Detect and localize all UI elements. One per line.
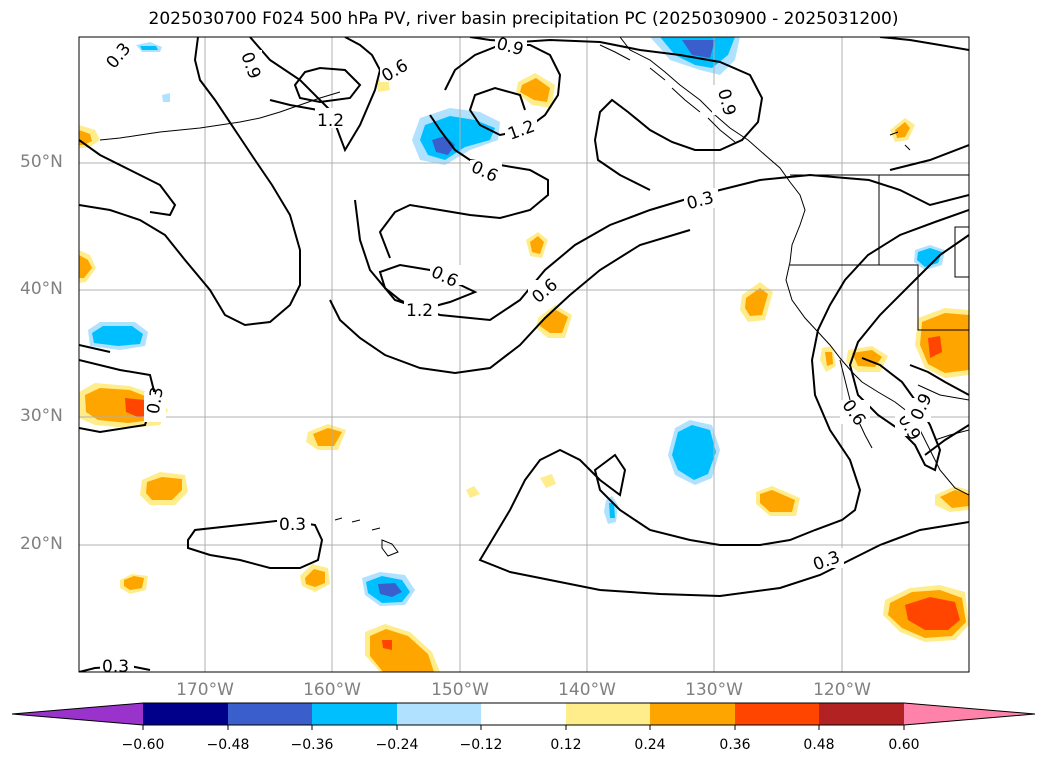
colorbar-segment (650, 703, 736, 725)
negative-patch-west-pacific (88, 322, 148, 350)
positive-patch-south (365, 624, 440, 672)
contour-label: 0.3 (279, 515, 306, 535)
positive-patch-southeast (883, 585, 969, 642)
colorbar (11, 702, 1036, 730)
colorbar-tick-label: 0.60 (888, 737, 920, 753)
precip-shading (79, 37, 969, 672)
map-frame (78, 36, 970, 673)
lon-label-120w: 120°W (813, 680, 871, 700)
colorbar-segment (735, 703, 820, 725)
colorbar-tick-label: −0.48 (206, 737, 250, 753)
contour-label: 0.3 (102, 657, 129, 677)
colorbar-tick-label: 0.12 (550, 737, 582, 753)
lon-label-170w: 170°W (176, 680, 234, 700)
graticule (79, 37, 969, 672)
lon-label-160w: 160°W (303, 680, 361, 700)
positive-patch-california (915, 308, 969, 378)
lon-label-130w: 130°W (685, 680, 743, 700)
contour-labels: 0.3 0.9 0.6 1.2 0.9 0.6 1.2 0.6 0.3 0.6 … (100, 34, 937, 677)
colorbar-tick-label: −0.24 (375, 737, 419, 753)
colorbar-tick-label: −0.36 (290, 737, 334, 753)
colorbar-segment (819, 703, 905, 725)
colorbar-tick-label: −0.12 (459, 737, 503, 753)
colorbar-segment (481, 703, 567, 725)
colorbar-tick-label: 0.48 (803, 737, 835, 753)
negative-patch-small (136, 42, 945, 524)
lat-label-20n: 20°N (20, 534, 63, 554)
colorbar-segment (397, 703, 482, 725)
figure-title: 2025030700 F024 500 hPa PV, river basin … (148, 9, 899, 29)
negative-patch-gulf-alaska (412, 108, 500, 165)
colorbar-segment (228, 703, 313, 725)
contour-label: 1.2 (317, 111, 344, 131)
positive-patch-small (79, 73, 969, 594)
negative-patch-hawaii (362, 572, 415, 606)
lon-label-140w: 140°W (558, 680, 616, 700)
lat-label-50n: 50°N (20, 152, 63, 172)
contour-label: 0.3 (144, 385, 168, 415)
colorbar-tick-label: 0.36 (719, 737, 751, 753)
contour-label: 0.6 (528, 275, 562, 308)
colorbar-extend-low (12, 703, 143, 725)
colorbar-tick-label: 0.24 (634, 737, 666, 753)
colorbar-segment (566, 703, 651, 725)
lat-label-40n: 40°N (20, 279, 63, 299)
contour-label: 0.3 (103, 39, 136, 73)
colorbar-extend-high (904, 703, 1035, 725)
negative-patch-alaska-coast (650, 37, 740, 75)
colorbar-tick-label: −0.60 (121, 737, 165, 753)
colorbar-segment (143, 703, 229, 725)
colorbar-segment (312, 703, 398, 725)
lon-label-150w: 150°W (431, 680, 489, 700)
lat-label-30n: 30°N (20, 406, 63, 426)
contour-label: 1.2 (406, 301, 433, 321)
negative-patch-central-pacific (668, 420, 720, 485)
